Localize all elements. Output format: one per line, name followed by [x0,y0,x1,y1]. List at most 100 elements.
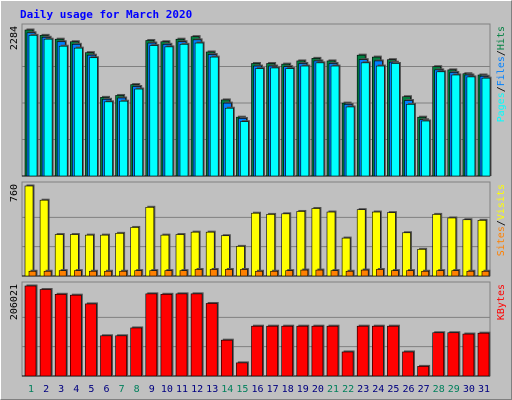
kbytes-bar [236,362,248,377]
pages-bar [451,74,461,177]
sites-bar [194,269,203,277]
sites-bar [391,270,399,277]
visits-bar [432,214,442,277]
kbytes-bar [296,325,309,377]
visits-bar [130,227,139,277]
day-tick-label: 29 [448,384,460,395]
day-tick-label: 9 [149,384,155,395]
kbytes-bar [371,325,384,377]
kbytes-bar [281,325,294,377]
legend-part-slash: / [496,50,507,56]
sites-bar [209,269,218,277]
day-tick-label: 2 [43,384,49,395]
sites-bar [225,269,233,277]
day-tick-label: 12 [191,384,203,395]
day-tick-label: 24 [372,384,384,395]
visits-bar [477,220,487,277]
pages-bar [391,63,400,177]
visits-bar [462,219,472,277]
legend-part-files: Files [496,56,507,86]
pages-bar [134,88,143,177]
pages-bar [89,57,98,177]
kbytes-bar [190,293,203,377]
legend-part-hits: Hits [496,26,507,50]
day-tick-label: 7 [119,384,125,395]
day-tick-label: 4 [73,384,79,395]
pages-bar [406,104,415,177]
visits-bar [356,209,366,277]
kbytes-bar [115,335,127,377]
day-tick-label: 5 [88,384,94,395]
sites-bar [300,269,309,277]
sites-bar [89,270,97,277]
sites-bar [421,270,429,277]
pages-bar [360,62,370,177]
day-tick-label: 20 [312,384,324,395]
visits-bar [296,211,306,277]
sites-bar [481,270,490,277]
pages-bar [28,35,38,177]
kbytes-bar [39,289,52,377]
sites-bar [43,270,52,277]
legend-part-slash: / [496,220,507,226]
sites-bar [466,270,475,277]
kbytes-bar [341,351,354,377]
pages-bar [315,62,325,177]
pages-bar [330,65,340,177]
pages-bar [58,45,68,177]
visits-bar [39,199,49,277]
visits-bar [145,207,155,277]
visits-bar [311,208,321,277]
pages-bar [164,46,174,177]
kbytes-bar [85,303,97,377]
day-tick-label: 3 [58,384,64,395]
sites-bar [240,269,248,277]
visits-bar [371,211,381,277]
sites-bar [28,270,37,277]
kbytes-bar [417,366,429,377]
sites-bar [360,269,369,277]
sites-bar [119,270,127,277]
kbytes-bar [221,339,233,377]
sites-bar [330,270,339,277]
pages-bar [300,65,310,177]
pages-bar [194,42,204,177]
panel-3-legend-label: KBytes [496,284,507,320]
day-tick-label: 14 [221,384,233,395]
sites-bar [451,270,460,277]
pages-bar [270,67,279,177]
kbytes-bar [175,293,188,377]
panel-1-legend-label: Pages/Files/Hits [496,26,507,122]
day-tick-label: 23 [357,384,369,395]
kbytes-bar [251,325,263,377]
kbytes-bar [447,332,460,377]
pages-bar [285,68,295,177]
visits-bar [115,233,124,277]
kbytes-bar [432,332,445,377]
day-tick-label: 22 [342,384,354,395]
pages-bar [375,65,385,177]
day-tick-label: 28 [433,384,445,395]
kbytes-bar [402,351,414,377]
day-tick-label: 10 [161,384,173,395]
visits-bar [281,213,291,277]
visits-bar [266,214,275,277]
day-tick-label: 13 [206,384,218,395]
kbytes-bar [311,325,324,377]
kbytes-bar [462,333,475,377]
sites-bar [285,270,294,277]
sites-bar [164,270,173,277]
pages-bar [179,44,189,177]
day-tick-label: 26 [402,384,414,395]
pages-bar [149,45,159,177]
day-tick-label: 11 [176,384,188,395]
sites-bar [315,269,324,277]
kbytes-bar [356,325,369,377]
kbytes-bar [145,293,158,377]
day-tick-label: 21 [327,384,339,395]
pages-bar [466,76,476,177]
pages-bar [104,101,113,177]
panel-2-legend-label: Sites/Visits [496,184,507,256]
pages-bar [421,120,430,177]
day-tick-label: 30 [463,384,475,395]
